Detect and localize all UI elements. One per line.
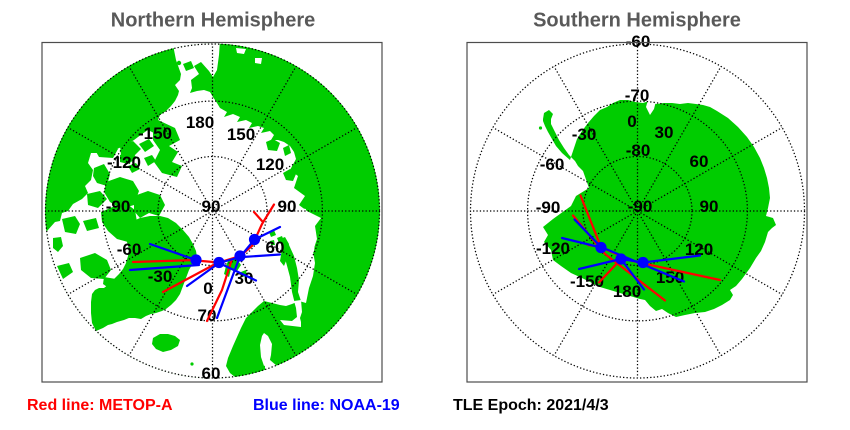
svg-text:0: 0 xyxy=(627,112,636,131)
svg-text:90: 90 xyxy=(278,197,297,216)
svg-text:120: 120 xyxy=(256,155,284,174)
svg-text:Southern Hemisphere: Southern Hemisphere xyxy=(533,10,741,32)
svg-text:90: 90 xyxy=(700,197,719,216)
svg-text:-90: -90 xyxy=(106,197,131,216)
svg-text:90: 90 xyxy=(202,197,221,216)
svg-text:-150: -150 xyxy=(570,272,604,291)
svg-text:30: 30 xyxy=(655,123,674,142)
svg-text:-80: -80 xyxy=(626,141,651,160)
svg-text:Northern Hemisphere: Northern Hemisphere xyxy=(111,10,316,32)
svg-text:-120: -120 xyxy=(536,239,570,258)
svg-text:-60: -60 xyxy=(540,155,565,174)
svg-text:60: 60 xyxy=(266,238,285,257)
svg-text:Blue line: NOAA-19: Blue line: NOAA-19 xyxy=(253,397,400,414)
svg-text:-60: -60 xyxy=(117,240,142,259)
svg-text:-70: -70 xyxy=(625,86,650,105)
svg-text:Red line: METOP-A: Red line: METOP-A xyxy=(27,397,173,414)
svg-text:180: 180 xyxy=(186,113,214,132)
svg-text:150: 150 xyxy=(227,125,255,144)
svg-text:-90: -90 xyxy=(536,198,561,217)
svg-text:120: 120 xyxy=(685,240,713,259)
svg-text:60: 60 xyxy=(690,152,709,171)
svg-text:-150: -150 xyxy=(138,124,172,143)
svg-text:-30: -30 xyxy=(572,125,597,144)
svg-text:-60: -60 xyxy=(626,32,651,51)
svg-text:-30: -30 xyxy=(148,267,173,286)
svg-text:60: 60 xyxy=(202,364,221,383)
svg-text:180: 180 xyxy=(613,282,641,301)
svg-text:0: 0 xyxy=(203,279,212,298)
svg-text:TLE Epoch: 2021/4/3: TLE Epoch: 2021/4/3 xyxy=(453,397,609,414)
svg-text:-90: -90 xyxy=(628,197,653,216)
svg-text:-120: -120 xyxy=(107,153,141,172)
